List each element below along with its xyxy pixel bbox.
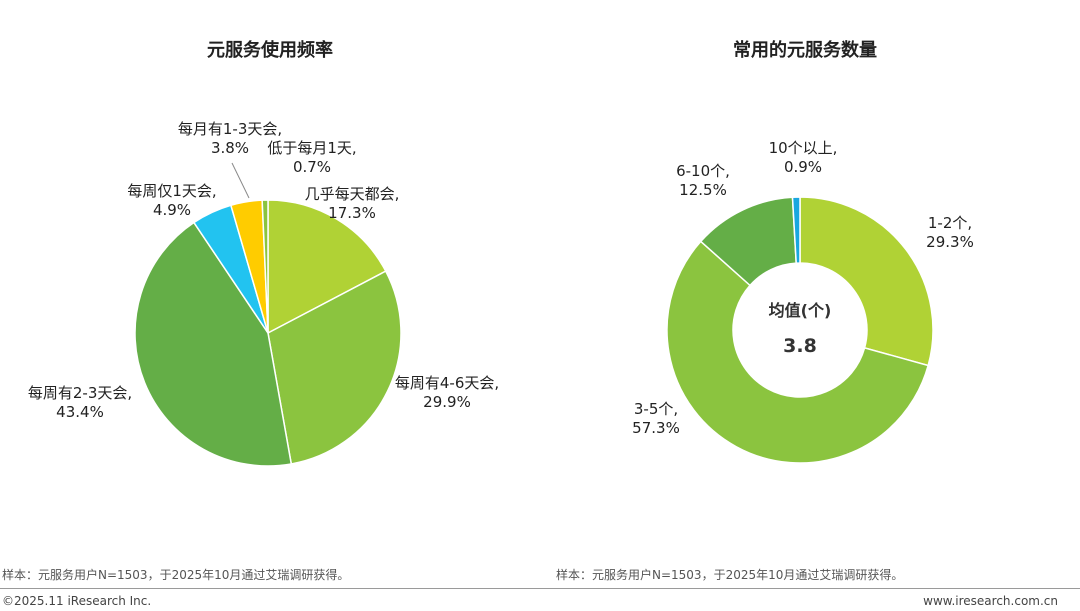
- donut-center-value: 3.8: [783, 335, 817, 357]
- pie-data-label-1: 每周有4-6天会, 29.9%: [395, 374, 499, 411]
- sample-note-left: 样本：元服务用户N=1503，于2025年10月通过艾瑞调研获得。: [2, 568, 350, 582]
- donut-data-label-0: 1-2个, 29.3%: [926, 214, 974, 251]
- sample-note-right: 样本：元服务用户N=1503，于2025年10月通过艾瑞调研获得。: [556, 568, 904, 582]
- pie-data-label-0: 几乎每天都会, 17.3%: [305, 185, 400, 222]
- donut-data-label-1: 3-5个, 57.3%: [632, 400, 680, 437]
- pie-data-label-4: 每月有1-3天会, 3.8%: [178, 120, 282, 157]
- pie-slice-5: [261, 199, 269, 334]
- pie-data-label-2: 每周有2-3天会, 43.4%: [28, 384, 132, 421]
- pie-leader-line-4: [231, 162, 250, 199]
- donut-data-label-2: 6-10个, 12.5%: [676, 162, 730, 199]
- pie-slice-2: [134, 221, 293, 467]
- pie-data-label-5: 低于每月1天, 0.7%: [267, 139, 356, 176]
- copyright-text: ©2025.11 iResearch Inc.: [2, 594, 152, 608]
- pie-data-label-3: 每周仅1天会, 4.9%: [127, 182, 216, 219]
- pie-chart-title: 元服务使用频率: [207, 40, 333, 61]
- pie-slice-1: [267, 270, 402, 465]
- donut-slice-3: [791, 196, 801, 264]
- donut-slice-1: [666, 240, 930, 464]
- donut-chart-title: 常用的元服务数量: [733, 40, 877, 61]
- pie-slice-0: [267, 199, 387, 335]
- website-url: www.iresearch.com.cn: [923, 594, 1058, 608]
- donut-data-label-3: 10个以上, 0.9%: [769, 139, 838, 176]
- footer-divider: [0, 588, 1080, 589]
- donut-slice-0: [799, 196, 934, 367]
- donut-center-label: 均值(个): [769, 301, 832, 320]
